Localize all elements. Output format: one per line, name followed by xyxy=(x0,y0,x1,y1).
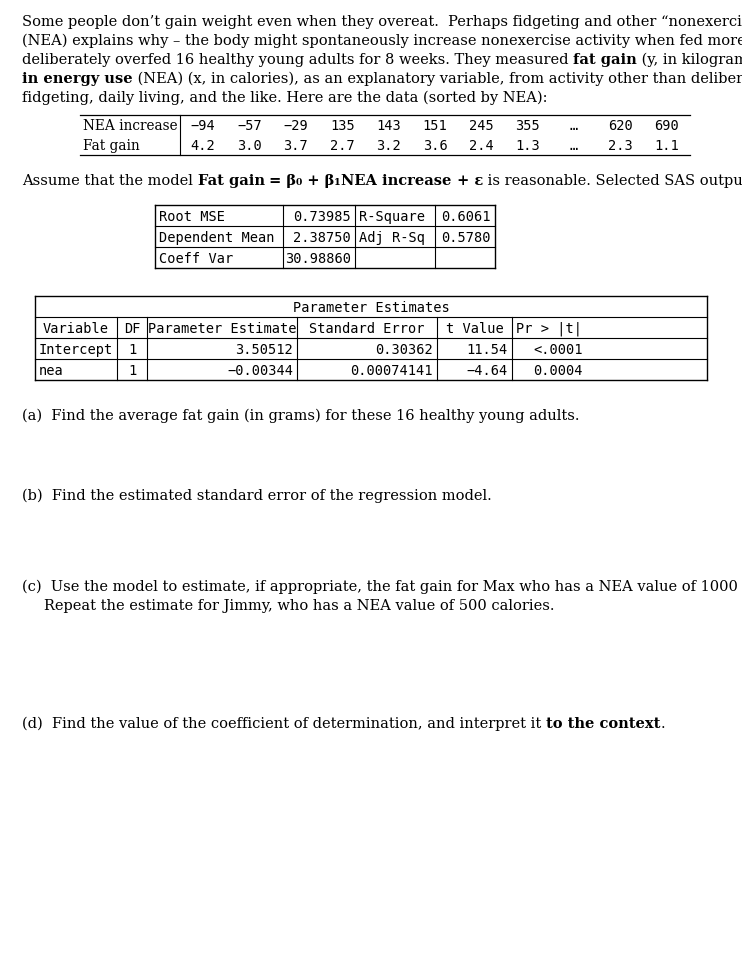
Text: Some people don’t gain weight even when they overeat.  Perhaps fidgeting and oth: Some people don’t gain weight even when … xyxy=(22,15,742,29)
Text: Standard Error: Standard Error xyxy=(309,321,424,336)
Text: Dependent Mean: Dependent Mean xyxy=(159,231,275,245)
Text: is reasonable. Selected SAS output are given here.: is reasonable. Selected SAS output are g… xyxy=(483,174,742,188)
Text: = β₀ + β₁: = β₀ + β₁ xyxy=(264,174,341,188)
Text: (c)  Use the model to estimate, if appropriate, the fat gain for Max who has a N: (c) Use the model to estimate, if approp… xyxy=(22,579,742,594)
Text: Parameter Estimate: Parameter Estimate xyxy=(148,321,296,336)
Text: 3.2: 3.2 xyxy=(376,139,401,152)
Text: (y, in kilograms) and: (y, in kilograms) and xyxy=(637,53,742,67)
Text: −29: −29 xyxy=(283,119,308,133)
Text: …: … xyxy=(570,139,578,152)
Text: 0.6061: 0.6061 xyxy=(441,210,491,224)
Text: Coeff Var: Coeff Var xyxy=(159,252,233,266)
Text: −94: −94 xyxy=(191,119,216,133)
Text: 2.38750: 2.38750 xyxy=(293,231,351,245)
Text: 0.73985: 0.73985 xyxy=(293,210,351,224)
Text: Parameter Estimates: Parameter Estimates xyxy=(292,301,450,315)
Text: in energy use: in energy use xyxy=(22,72,133,86)
Text: DF: DF xyxy=(124,321,140,336)
Text: 0.5780: 0.5780 xyxy=(441,231,491,245)
Text: Intercept: Intercept xyxy=(39,343,114,357)
Text: (d)  Find the value of the coefficient of determination, and interpret it: (d) Find the value of the coefficient of… xyxy=(22,716,546,731)
Text: 2.7: 2.7 xyxy=(330,139,355,152)
Text: 690: 690 xyxy=(654,119,679,133)
Text: 3.7: 3.7 xyxy=(283,139,308,152)
Text: 245: 245 xyxy=(469,119,493,133)
Text: deliberately overfed 16 healthy young adults for 8 weeks. They measured: deliberately overfed 16 healthy young ad… xyxy=(22,53,573,67)
Text: (NEA) (x, in calories), as an explanatory variable, from activity other than del: (NEA) (x, in calories), as an explanator… xyxy=(133,72,742,86)
Text: 0.00074141: 0.00074141 xyxy=(350,363,433,378)
Text: nea: nea xyxy=(39,363,64,378)
Text: −0.00344: −0.00344 xyxy=(227,363,293,378)
Text: Adj R-Sq: Adj R-Sq xyxy=(359,231,425,245)
Text: 3.50512: 3.50512 xyxy=(235,343,293,357)
Text: NEA increase: NEA increase xyxy=(83,119,177,133)
Text: 1: 1 xyxy=(128,363,136,378)
Text: 11.54: 11.54 xyxy=(467,343,508,357)
Text: 2.4: 2.4 xyxy=(469,139,493,152)
Text: 3.0: 3.0 xyxy=(237,139,262,152)
Text: 355: 355 xyxy=(516,119,540,133)
Text: 620: 620 xyxy=(608,119,633,133)
Text: 3.6: 3.6 xyxy=(423,139,447,152)
Text: 0.30362: 0.30362 xyxy=(375,343,433,357)
Text: Pr > |t|: Pr > |t| xyxy=(516,321,582,336)
Text: <.0001: <.0001 xyxy=(533,343,583,357)
Text: t Value: t Value xyxy=(446,321,503,336)
Text: −57: −57 xyxy=(237,119,262,133)
Text: Fat gain: Fat gain xyxy=(197,174,264,188)
Text: −4.64: −4.64 xyxy=(467,363,508,378)
Text: Repeat the estimate for Jimmy, who has a NEA value of 500 calories.: Repeat the estimate for Jimmy, who has a… xyxy=(44,598,554,613)
Text: fidgeting, daily living, and the like. Here are the data (sorted by NEA):: fidgeting, daily living, and the like. H… xyxy=(22,91,548,106)
Text: R-Square: R-Square xyxy=(359,210,425,224)
Text: fat gain: fat gain xyxy=(573,53,637,67)
Text: 30.98860: 30.98860 xyxy=(285,252,351,266)
Text: (a)  Find the average fat gain (in grams) for these 16 healthy young adults.: (a) Find the average fat gain (in grams)… xyxy=(22,408,580,423)
Text: 151: 151 xyxy=(423,119,447,133)
Text: 1: 1 xyxy=(128,343,136,357)
Text: 1.3: 1.3 xyxy=(516,139,540,152)
Text: NEA increase: NEA increase xyxy=(341,174,451,188)
Text: …: … xyxy=(570,119,578,133)
Text: 2.3: 2.3 xyxy=(608,139,633,152)
Text: to the context: to the context xyxy=(546,716,660,730)
Text: (b)  Find the estimated standard error of the regression model.: (b) Find the estimated standard error of… xyxy=(22,488,492,503)
Text: Fat gain: Fat gain xyxy=(83,139,139,152)
Text: .: . xyxy=(660,716,665,730)
Text: 135: 135 xyxy=(330,119,355,133)
Text: Variable: Variable xyxy=(43,321,109,336)
Text: Assume that the model: Assume that the model xyxy=(22,174,197,188)
Text: Root MSE: Root MSE xyxy=(159,210,225,224)
Text: 0.0004: 0.0004 xyxy=(533,363,583,378)
Text: (NEA) explains why – the body might spontaneously increase nonexercise activity : (NEA) explains why – the body might spon… xyxy=(22,34,742,48)
Text: 143: 143 xyxy=(376,119,401,133)
Text: + ε: + ε xyxy=(451,174,483,188)
Text: 4.2: 4.2 xyxy=(191,139,216,152)
Text: 1.1: 1.1 xyxy=(654,139,679,152)
